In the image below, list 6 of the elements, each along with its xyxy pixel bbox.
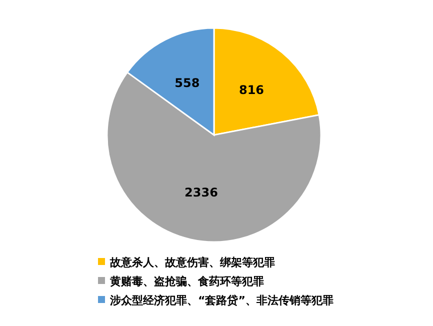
data-label: 2336 xyxy=(184,186,218,200)
data-label: 558 xyxy=(174,76,200,90)
legend-label: 涉众型经济犯罪、“套路贷”、非法传销等犯罪 xyxy=(109,294,334,307)
legend-label: 故意杀人、故意伤害、绑架等犯罪 xyxy=(109,256,275,269)
legend-label: 黄赌毒、盗抢骗、食药环等犯罪 xyxy=(109,274,264,288)
data-label: 816 xyxy=(238,82,264,97)
